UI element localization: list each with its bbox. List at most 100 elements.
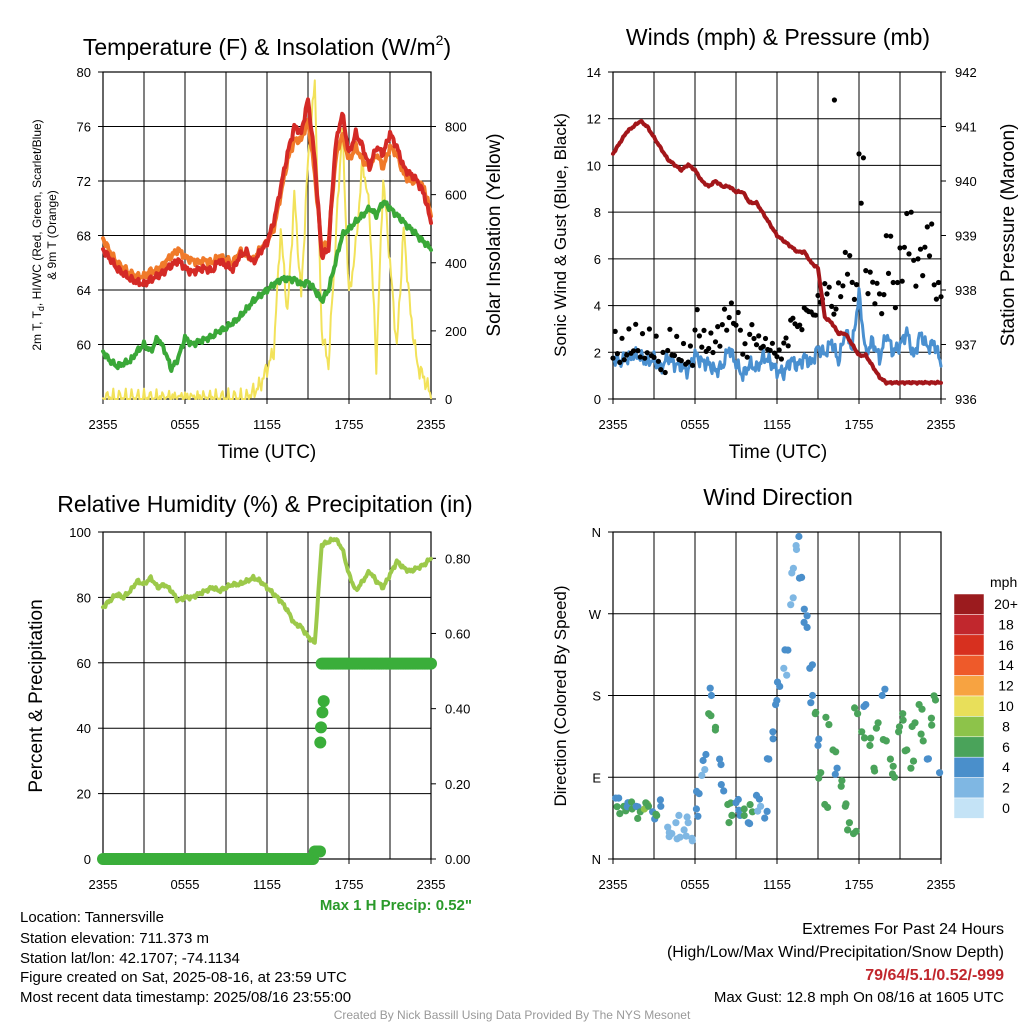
direction-point	[917, 730, 925, 738]
direction-title: Wind Direction	[703, 484, 853, 510]
rh-y2tick-label: 0.40	[445, 702, 470, 717]
gust-point	[888, 233, 894, 239]
sonic-wind-line	[611, 287, 943, 382]
elevation-text: Station elevation: 711.373 m	[20, 930, 209, 947]
precip-rise-point	[315, 721, 327, 734]
direction-point	[684, 819, 692, 827]
direction-point	[928, 721, 936, 729]
credit-text: Created By Nick Bassill Using Data Provi…	[334, 1008, 691, 1022]
gust-point	[635, 348, 641, 354]
gust-point	[872, 301, 878, 307]
dir-xtick-label: 1155	[763, 877, 791, 892]
rh-ytick-label: 100	[69, 525, 91, 540]
winds-ylabel-left: Sonic Wind & Gust (Blue, Black)	[551, 113, 570, 357]
temp-xtick-label: 0555	[171, 417, 200, 432]
legend-label: 20+	[994, 596, 1018, 612]
gust-point	[781, 340, 787, 346]
temp-y2tick-label: 800	[445, 120, 467, 135]
gust-point	[911, 257, 917, 263]
direction-point	[871, 767, 879, 775]
gust-point	[646, 326, 653, 332]
temperature-panel: Temperature (F) & Insolation (W/m2) 2355…	[30, 32, 505, 463]
direction-panel: Wind Direction 2355 0555 1155 1755 2355 N E S W N…	[551, 484, 1018, 892]
legend-swatch	[953, 695, 985, 717]
direction-point	[919, 737, 927, 745]
gust-point	[840, 283, 846, 289]
direction-point	[717, 781, 725, 789]
direction-point	[734, 795, 742, 804]
direction-point	[698, 771, 706, 780]
direction-point	[792, 545, 801, 554]
gust-point	[726, 314, 732, 321]
rh-line	[101, 536, 433, 645]
legend-label: 18	[998, 616, 1014, 632]
location-text: Location: Tannersville	[20, 909, 164, 926]
legend-label: 12	[998, 678, 1014, 694]
gust-point	[626, 326, 632, 332]
temp-ytick-label: 80	[77, 65, 91, 80]
gust-point	[892, 305, 899, 311]
solar-line	[102, 79, 432, 400]
wind-y2tick-label: 937	[955, 338, 977, 353]
temp-ytick-label: 60	[77, 338, 91, 353]
temp-y2tick-label: 600	[445, 188, 467, 203]
direction-point	[854, 710, 862, 718]
gust-point	[865, 291, 871, 297]
gust-point	[680, 340, 687, 347]
direction-point	[899, 716, 907, 724]
gust-point	[658, 367, 664, 373]
humidity-ylabel: Percent & Precipitation	[26, 599, 47, 792]
rh-ytick-label: 80	[77, 590, 91, 605]
direction-point	[616, 810, 624, 818]
gust-point	[671, 352, 678, 359]
max-gust-text: Max Gust: 12.8 mph On 08/16 at 1605 UTC	[714, 989, 1004, 1006]
temperature-ylabel-right: Solar Insolation (Yellow)	[484, 133, 505, 336]
direction-point	[688, 834, 696, 842]
gust-point	[824, 291, 830, 297]
extremes-values: 79/64/5.1/0.52/-999	[865, 967, 1004, 984]
gust-point	[694, 307, 700, 313]
legend-swatch	[953, 654, 985, 676]
gust-point	[870, 279, 876, 285]
gust-point	[844, 271, 851, 277]
temp-y2tick-label: 0	[445, 392, 452, 407]
direction-point	[746, 820, 754, 828]
gust-point	[612, 328, 618, 334]
gust-point	[920, 273, 926, 279]
direction-point	[642, 799, 650, 807]
gust-point	[721, 306, 728, 312]
gust-point	[614, 351, 621, 357]
gust-point	[667, 326, 673, 332]
winds-panel: Winds (mph) & Pressure (mb) 2355 0555 1155…	[551, 24, 1019, 463]
direction-point	[702, 750, 710, 759]
direction-point	[837, 782, 845, 790]
wind-xtick-label: 1155	[763, 417, 791, 432]
direction-point	[901, 747, 909, 755]
direction-point	[746, 801, 754, 809]
gust-point	[660, 349, 666, 355]
direction-point	[717, 761, 725, 769]
gust-point	[776, 347, 782, 353]
direction-point	[924, 755, 933, 763]
gust-point	[842, 249, 848, 255]
gust-point	[917, 246, 924, 252]
direction-point	[851, 704, 859, 712]
gust-point	[610, 355, 616, 361]
gust-point	[897, 245, 903, 251]
direction-point	[755, 795, 764, 803]
direction-point	[763, 807, 771, 816]
gust-point	[931, 282, 937, 288]
direction-point	[800, 618, 808, 627]
direction-point	[692, 805, 701, 813]
gust-point	[774, 354, 780, 360]
legend-swatch	[953, 593, 985, 615]
direction-point	[783, 671, 791, 679]
gust-point	[742, 341, 748, 347]
direction-point	[795, 532, 803, 541]
gust-point	[926, 253, 933, 259]
direction-point	[769, 728, 777, 736]
rh-y2tick-label: 0.20	[445, 777, 470, 792]
direction-point	[831, 770, 839, 778]
gust-point	[692, 327, 698, 333]
